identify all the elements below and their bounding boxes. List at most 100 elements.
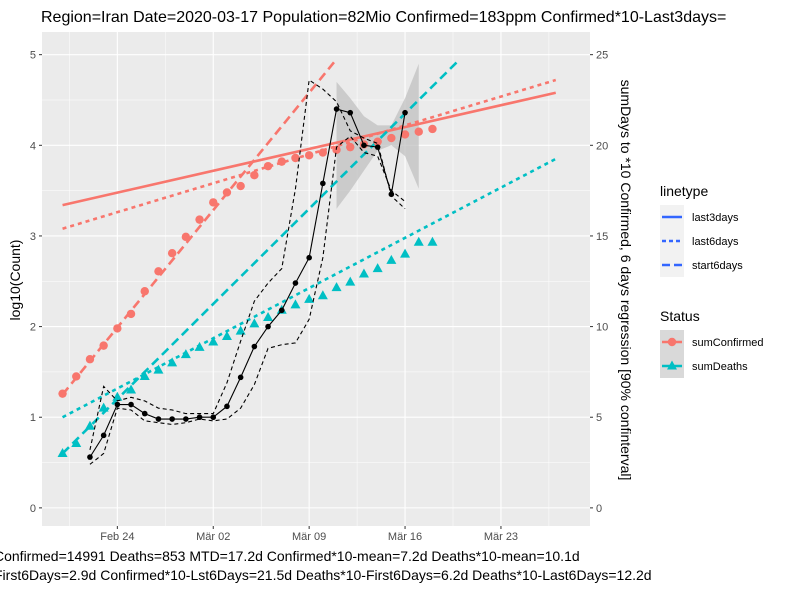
- axes: 0 1 2 3 4 5 0 5 10 15 20 25 Feb 24 Mär 02 Mär 09 Mär 16…: [30, 50, 608, 543]
- data-point-confirmed10: [402, 109, 408, 116]
- data-series: [57, 79, 438, 465]
- y-tick-label: 1: [30, 412, 36, 424]
- y-tick-label: 5: [30, 50, 36, 62]
- data-point-sumConfirmed: [387, 133, 396, 143]
- data-point-confirmed10: [114, 401, 121, 408]
- data-point-sumDeaths: [372, 263, 383, 273]
- y-axis-title: log10(Count): [7, 240, 23, 321]
- data-point-confirmed10: [320, 180, 326, 187]
- legend-linetype-items: last3days last6days start6days: [660, 205, 743, 277]
- fit-line-sumDeaths-start6days: [61, 58, 461, 455]
- data-point-confirmed10: [100, 432, 107, 439]
- data-point-sumDeaths: [358, 268, 369, 278]
- data-point-sumDeaths: [221, 331, 232, 341]
- data-point-sumDeaths: [317, 290, 328, 300]
- legend-status-items: sumConfirmed sumDeaths: [660, 330, 764, 378]
- data-point-confirmed10: [333, 106, 340, 112]
- y2-tick-label: 15: [596, 231, 608, 243]
- data-point-sumConfirmed: [304, 151, 314, 160]
- chart-title: Region=Iran Date=2020-03-17 Population=8…: [41, 9, 726, 26]
- data-point-sumConfirmed: [167, 248, 177, 258]
- x-tick-label: Mär 16: [388, 531, 422, 543]
- data-point-sumDeaths: [71, 438, 82, 448]
- data-point-confirmed10: [141, 410, 148, 417]
- legend: linetype last3days last6days start6days St…: [660, 183, 764, 378]
- data-point-sumDeaths: [57, 447, 68, 457]
- data-point-sumConfirmed: [414, 127, 423, 136]
- data-point-confirmed10: [265, 323, 271, 330]
- data-point-sumConfirmed: [72, 372, 81, 381]
- data-point-sumConfirmed: [154, 267, 163, 276]
- data-point-sumDeaths: [180, 349, 191, 359]
- y2-tick-label: 10: [596, 322, 608, 334]
- data-point-sumConfirmed: [99, 341, 108, 350]
- data-point-confirmed10: [251, 343, 258, 350]
- data-point-sumDeaths: [304, 293, 315, 303]
- data-point-sumDeaths: [167, 357, 178, 367]
- data-point-confirmed10: [169, 416, 175, 422]
- y-tick-label: 4: [30, 140, 36, 152]
- fit-line-sumConfirmed-last3days: [62, 91, 557, 207]
- data-point-sumConfirmed: [113, 324, 122, 333]
- data-point-sumConfirmed: [195, 215, 204, 224]
- y2-tick-label: 5: [596, 412, 602, 424]
- x-tick-label: Mär 02: [196, 531, 230, 543]
- data-point-confirmed10: [237, 374, 244, 381]
- data-point-sumConfirmed: [250, 171, 259, 180]
- data-point-confirmed10: [361, 142, 367, 149]
- data-point-confirmed10: [278, 307, 285, 314]
- fit-line-sumConfirmed-start6days: [61, 58, 338, 396]
- y2-tick-label: 0: [596, 503, 602, 515]
- data-point-sumConfirmed: [318, 148, 328, 157]
- data-point-confirmed10: [347, 109, 354, 116]
- legend-label-last6days: last6days: [692, 236, 739, 248]
- data-point-confirmed10: [183, 416, 189, 422]
- data-point-sumDeaths: [427, 236, 438, 246]
- data-point-sumConfirmed: [400, 130, 410, 139]
- data-point-sumDeaths: [290, 299, 301, 309]
- legend-label-start6days: start6days: [692, 260, 743, 272]
- data-point-sumDeaths: [208, 336, 219, 346]
- data-point-sumConfirmed: [222, 188, 232, 197]
- data-point-sumConfirmed: [85, 355, 95, 364]
- data-point-sumConfirmed: [209, 198, 218, 207]
- data-point-sumDeaths: [194, 341, 205, 351]
- x-tick-label: Mär 09: [292, 531, 326, 543]
- legend-label-sumDeaths: sumDeaths: [692, 361, 748, 373]
- data-point-sumConfirmed: [291, 153, 300, 163]
- caption-line-1: Confirmed=14991 Deaths=853 MTD=17.2d Con…: [0, 548, 580, 564]
- data-point-sumDeaths: [84, 420, 95, 430]
- y-tick-label: 2: [30, 322, 36, 334]
- data-point-sumConfirmed: [346, 142, 355, 152]
- data-point-sumDeaths: [139, 370, 150, 380]
- grid-lines: [42, 32, 590, 526]
- legend-title-status: Status: [660, 308, 700, 324]
- legend-label-last3days: last3days: [692, 212, 739, 224]
- data-point-sumDeaths: [153, 364, 164, 374]
- data-point-sumDeaths: [386, 254, 397, 264]
- data-point-sumConfirmed: [263, 161, 273, 171]
- confidence-band: [336, 63, 419, 209]
- legend-key-marker-sumDeaths: [667, 360, 677, 370]
- data-point-sumDeaths: [345, 276, 356, 286]
- ci-band-area: [336, 63, 419, 209]
- data-point-sumConfirmed: [373, 137, 382, 146]
- data-point-sumDeaths: [263, 312, 274, 322]
- data-point-sumConfirmed: [126, 309, 136, 319]
- y2-axis-title: sumDays to *10 Confirmed, 6 days regress…: [618, 80, 634, 481]
- data-point-sumDeaths: [98, 402, 109, 412]
- data-point-sumDeaths: [331, 282, 342, 292]
- data-point-sumConfirmed: [140, 287, 149, 296]
- data-point-sumDeaths: [126, 384, 137, 394]
- x-tick-label: Mär 23: [484, 531, 518, 543]
- caption-line-2: First6Days=2.9d Confirmed*10-Lst6Days=21…: [0, 567, 652, 583]
- data-point-confirmed10: [155, 416, 162, 422]
- data-point-confirmed10: [306, 254, 312, 261]
- data-point-sumConfirmed: [428, 124, 437, 134]
- series-line-3: [89, 79, 406, 450]
- data-point-confirmed10: [224, 403, 230, 410]
- plot-panel: [42, 32, 590, 526]
- data-point-sumConfirmed: [236, 181, 245, 191]
- data-point-sumConfirmed: [181, 232, 191, 242]
